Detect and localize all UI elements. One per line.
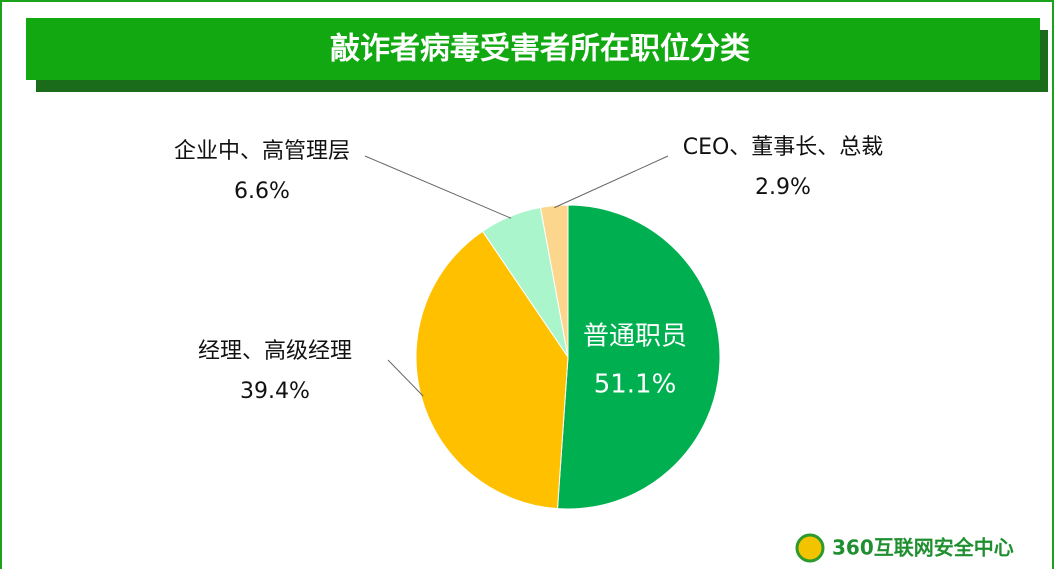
title-bar: [26, 18, 1040, 80]
leader-line: [364, 155, 512, 219]
leader-line: [387, 359, 424, 397]
source: 360互联网安全中心: [832, 536, 1014, 560]
pie-slice: [556, 204, 721, 510]
value-label: 6.6%: [234, 179, 290, 204]
slice-label: 普通职员: [583, 322, 687, 352]
chart-title: 敲诈者病毒受害者所在职位分类: [330, 32, 750, 67]
slice-label: CEO、董事长、总裁: [683, 135, 884, 160]
logo: 360互联网安全中心: [795, 533, 1014, 563]
leader-line: [554, 155, 669, 209]
slice-label: 经理、高级经理: [198, 339, 352, 364]
value-label: 51.1%: [594, 370, 677, 400]
value-label: 2.9%: [755, 175, 811, 200]
value-label: 39.4%: [240, 379, 310, 404]
slice-label: 企业中、高管理层: [174, 139, 350, 164]
pie-slice: [539, 204, 569, 358]
logo-icon: [795, 533, 825, 563]
pie-slice: [415, 230, 569, 510]
